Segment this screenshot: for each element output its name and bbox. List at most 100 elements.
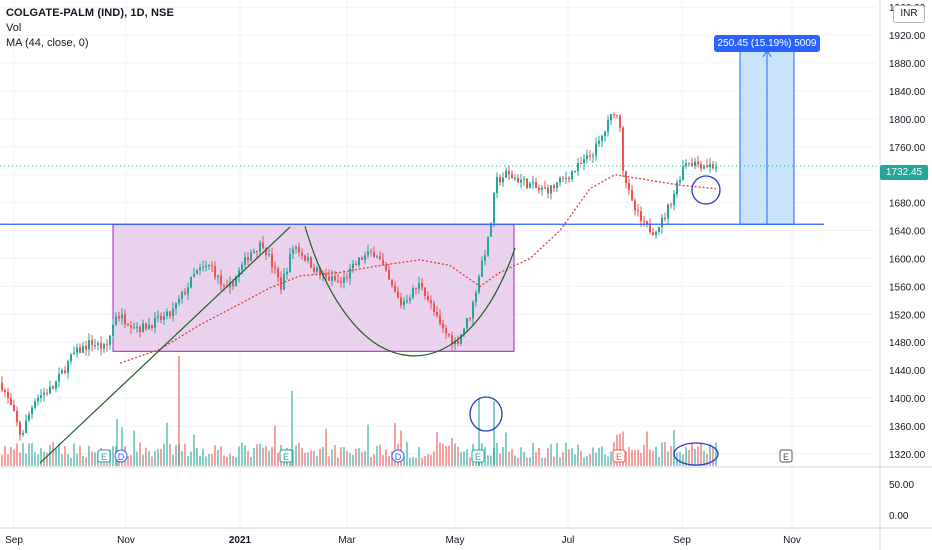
volume-spike — [493, 401, 495, 466]
moving-average-label[interactable]: MA (44, close, 0) — [6, 37, 89, 49]
marker-shape — [612, 449, 626, 463]
volume-bar — [403, 456, 405, 466]
volume-bar — [67, 454, 69, 466]
volume-bar — [571, 448, 573, 466]
volume-bar — [175, 445, 177, 466]
marker-label: E — [475, 452, 481, 462]
candle-body — [682, 166, 684, 180]
volume-bar — [298, 442, 300, 466]
volume-bar — [589, 453, 591, 466]
volume-bar — [382, 455, 384, 466]
candle-body — [679, 179, 681, 183]
volume-bar — [715, 442, 717, 466]
candle-body — [70, 354, 72, 362]
volume-bar — [703, 451, 705, 466]
candle-body — [604, 131, 606, 136]
volume-bar — [160, 448, 162, 466]
candle-body — [307, 257, 309, 261]
volume-bar — [541, 457, 543, 466]
volume-bar — [70, 457, 72, 466]
volume-bar — [166, 422, 168, 466]
candle-body — [694, 162, 696, 167]
candle-body — [274, 267, 276, 269]
candle-body — [505, 171, 507, 178]
marker-shape — [391, 449, 405, 463]
volume-bar — [148, 451, 150, 466]
volume-bar — [583, 457, 585, 466]
volume-bar — [418, 447, 420, 466]
candle-body — [157, 315, 159, 318]
volume-bar — [226, 456, 228, 466]
symbol-title[interactable]: COLGATE-PALM (IND), 1D, NSE — [6, 7, 174, 19]
candle-body — [415, 288, 417, 290]
candle-body — [631, 189, 633, 201]
earnings-marker: E — [471, 449, 485, 463]
x-tick-label: Mar — [338, 535, 356, 546]
volume-bar — [205, 456, 207, 466]
candle-body — [325, 273, 327, 277]
candle-body — [313, 267, 315, 272]
volume-indicator-label[interactable]: Vol — [6, 22, 22, 34]
candle-body — [124, 314, 126, 324]
candle-body — [145, 323, 147, 330]
chart-legend: COLGATE-PALM (IND), 1D, NSE Vol MA (44, … — [6, 6, 174, 51]
candle-body — [526, 178, 528, 189]
candle-body — [193, 273, 195, 277]
candle-body — [79, 347, 81, 353]
candle-body — [550, 185, 552, 194]
volume-bar — [58, 443, 60, 466]
candle-body — [595, 143, 597, 156]
candle-body — [163, 315, 165, 320]
candle-body — [235, 276, 237, 287]
candle-body — [601, 135, 603, 141]
volume-bar — [40, 447, 42, 466]
candle-body — [565, 177, 567, 179]
candle-body — [238, 270, 240, 277]
candle-body — [535, 182, 537, 188]
volume-spike — [116, 419, 118, 466]
candle-body — [268, 254, 270, 256]
candle-body — [700, 164, 702, 169]
candle-body — [154, 317, 156, 329]
volume-bar — [25, 453, 27, 466]
candle-body — [319, 267, 321, 276]
volume-bar — [220, 446, 222, 466]
candle-body — [358, 257, 360, 266]
volume-bar — [229, 453, 231, 466]
volume-bar — [361, 452, 363, 466]
candle-body — [673, 193, 675, 206]
volume-bar — [349, 453, 351, 466]
candle-body — [583, 159, 585, 164]
candle-body — [73, 352, 75, 355]
candle-body — [484, 255, 486, 261]
volume-spike — [178, 356, 180, 466]
candle-body — [523, 178, 525, 180]
volume-bar — [223, 455, 225, 466]
candle-body — [301, 252, 303, 256]
volume-bar — [586, 456, 588, 466]
candle-body — [340, 281, 342, 283]
volume-bar — [73, 443, 75, 466]
volume-bar — [439, 442, 441, 466]
candle-body — [16, 410, 18, 423]
candle-body — [142, 323, 144, 333]
volume-bar — [433, 451, 435, 466]
volume-bar — [595, 452, 597, 466]
candle-body — [502, 177, 504, 183]
candle-body — [37, 397, 39, 402]
candle-body — [346, 277, 348, 279]
volume-bar — [313, 450, 315, 466]
currency-badge[interactable]: INR — [893, 5, 925, 23]
candle-body — [250, 252, 252, 261]
candle-body — [4, 390, 6, 393]
x-tick-label: Sep — [5, 535, 23, 546]
candle-body — [607, 120, 609, 132]
candle-body — [442, 323, 444, 329]
volume-bar — [268, 450, 270, 466]
volume-bar — [442, 443, 444, 466]
candle-body — [439, 315, 441, 324]
candle-body — [658, 227, 660, 232]
candle-body — [217, 275, 219, 278]
